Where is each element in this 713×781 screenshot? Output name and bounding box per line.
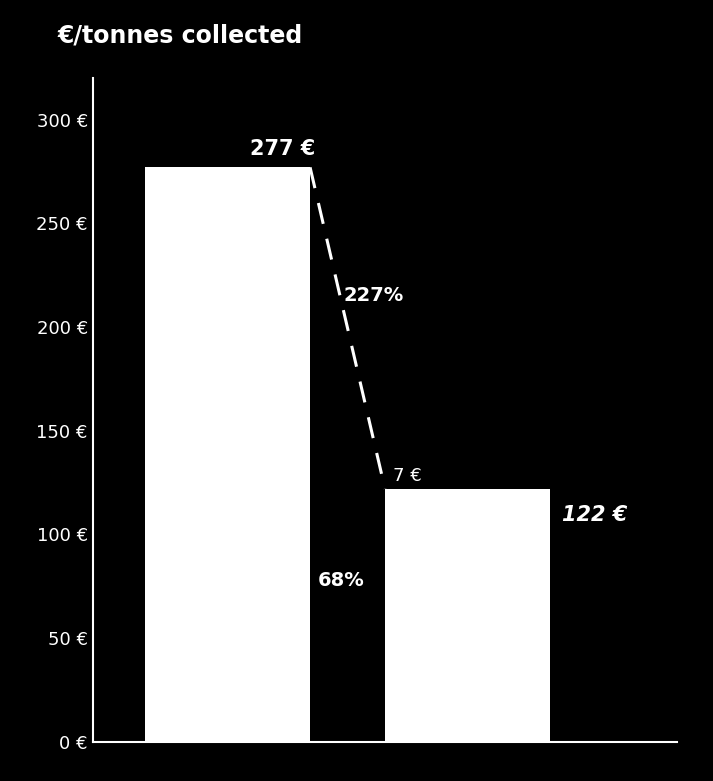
Text: 7 €: 7 € (393, 467, 421, 485)
Text: 227%: 227% (343, 287, 404, 305)
Bar (385, 489, 550, 742)
Text: 122 €: 122 € (562, 505, 627, 526)
Text: €/tonnes collected: €/tonnes collected (57, 23, 302, 48)
Bar (145, 167, 310, 742)
Text: 68%: 68% (317, 571, 364, 590)
Text: 277 €: 277 € (250, 139, 315, 159)
